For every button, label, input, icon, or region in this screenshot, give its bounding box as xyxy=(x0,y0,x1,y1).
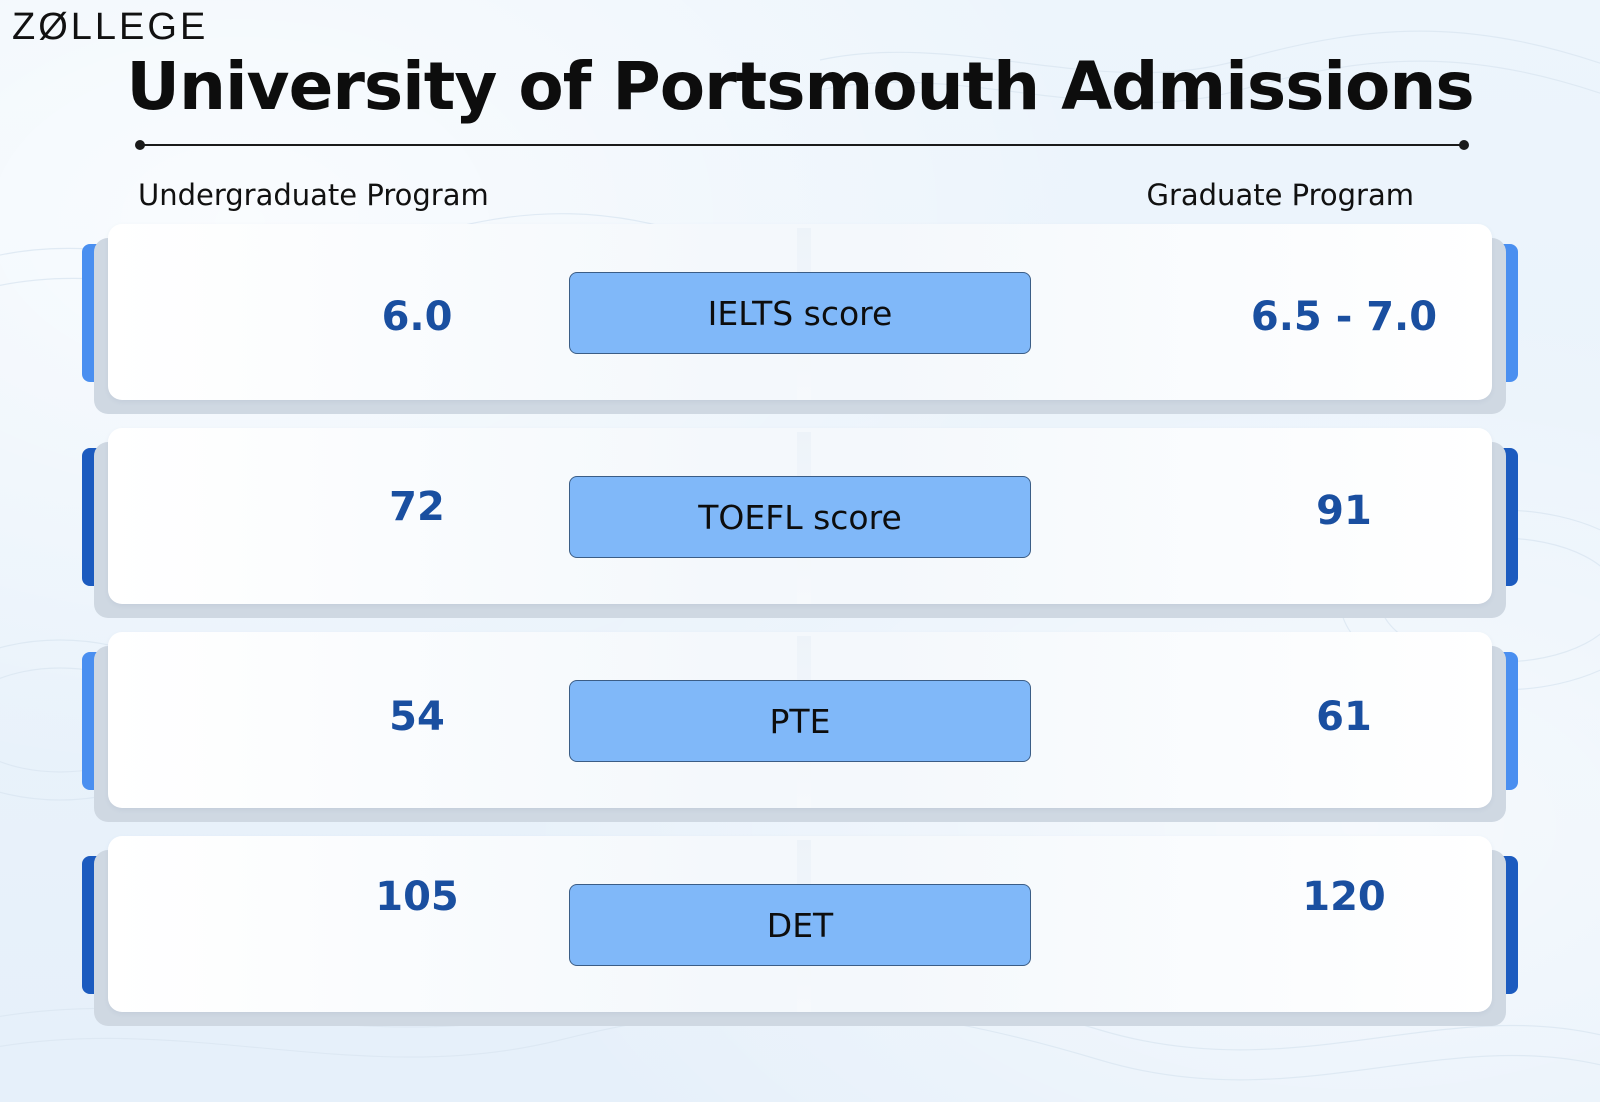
undergraduate-value: 6.0 xyxy=(381,294,453,340)
score-row-ielts: 6.0 IELTS score 6.5 - 7.0 xyxy=(82,224,1518,414)
score-row-pte: 54 PTE 61 xyxy=(82,632,1518,822)
score-row-toefl: 72 TOEFL score 91 xyxy=(82,428,1518,618)
undergraduate-value: 54 xyxy=(389,694,445,740)
test-label: IELTS score xyxy=(569,272,1031,354)
brand-logo: ZØLLEGE xyxy=(12,6,209,48)
test-label: PTE xyxy=(569,680,1031,762)
graduate-value: 91 xyxy=(1316,488,1372,534)
title-divider xyxy=(140,144,1464,146)
test-label: TOEFL score xyxy=(569,476,1031,558)
graduate-value: 6.5 - 7.0 xyxy=(1250,294,1438,340)
column-header-undergraduate: Undergraduate Program xyxy=(138,178,489,212)
divider-dot-left xyxy=(135,140,145,150)
test-label: DET xyxy=(569,884,1031,966)
page-title: University of Portsmouth Admissions xyxy=(126,48,1474,125)
divider-dot-right xyxy=(1459,140,1469,150)
column-header-graduate: Graduate Program xyxy=(1146,178,1414,212)
score-row-det: 105 DET 120 xyxy=(82,836,1518,1026)
graduate-value: 61 xyxy=(1316,694,1372,740)
graduate-value: 120 xyxy=(1302,874,1386,920)
undergraduate-value: 105 xyxy=(375,874,459,920)
undergraduate-value: 72 xyxy=(389,484,445,530)
